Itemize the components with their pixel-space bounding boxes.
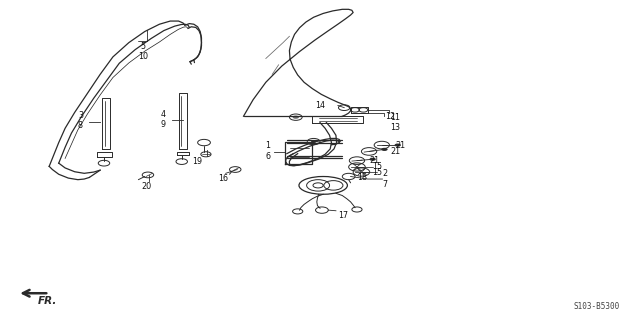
Text: 21: 21 (395, 140, 405, 149)
Text: 4
9: 4 9 (161, 110, 166, 129)
Circle shape (394, 143, 401, 147)
Circle shape (381, 148, 388, 151)
Text: FR.: FR. (38, 296, 57, 306)
Circle shape (311, 140, 316, 143)
Circle shape (292, 116, 299, 119)
Text: 3
8: 3 8 (78, 111, 83, 130)
Text: 5
10: 5 10 (138, 42, 148, 61)
Text: 17: 17 (338, 212, 348, 220)
Text: 20: 20 (141, 181, 152, 191)
Text: 16: 16 (218, 174, 228, 183)
Text: 11
13: 11 13 (390, 113, 400, 132)
Text: 12: 12 (385, 112, 395, 121)
Text: 21: 21 (370, 156, 380, 165)
Text: 1
6: 1 6 (266, 141, 270, 161)
Circle shape (369, 158, 376, 161)
Text: 19: 19 (192, 157, 202, 166)
Text: 18: 18 (357, 173, 367, 182)
Text: 21: 21 (390, 147, 400, 156)
Text: S103-B5300: S103-B5300 (573, 302, 620, 311)
Text: 15: 15 (372, 163, 382, 172)
Text: 15: 15 (372, 168, 382, 177)
Text: 2
7: 2 7 (383, 169, 388, 189)
Text: 14: 14 (315, 101, 325, 110)
